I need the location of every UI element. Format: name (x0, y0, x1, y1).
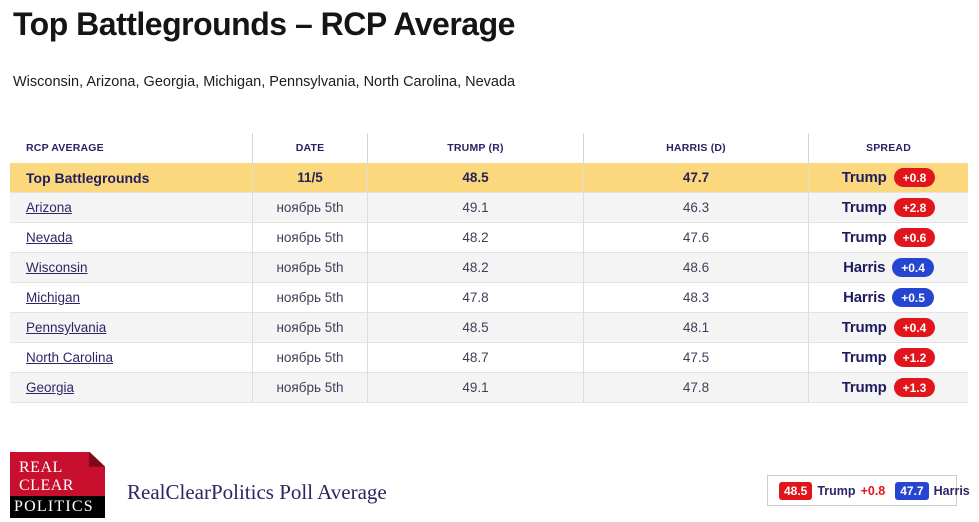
harris-value: 48.1 (583, 313, 808, 342)
legend-trump-margin: +0.8 (860, 483, 886, 498)
spread-leader: Trump (841, 349, 887, 366)
state-link-pennsylvania[interactable]: Pennsylvania (26, 320, 107, 335)
harris-value: 47.8 (583, 373, 808, 402)
spread-margin-badge: +1.2 (893, 348, 936, 367)
harris-value: 46.3 (583, 193, 808, 222)
spread-leader: Trump (841, 319, 887, 336)
column-header-date: DATE (252, 133, 367, 163)
column-header-rcp-average: RCP AVERAGE (26, 142, 104, 154)
rcp-logo: REAL CLEAR POLITICS (10, 452, 105, 518)
trump-value: 48.5 (367, 313, 583, 342)
date-cell: ноябрь 5th (252, 283, 367, 312)
page-subtitle: Wisconsin, Arizona, Georgia, Michigan, P… (13, 74, 516, 90)
date-cell: ноябрь 5th (252, 253, 367, 282)
harris-value: 47.5 (583, 343, 808, 372)
trump-value: 48.7 (367, 343, 583, 372)
date-cell: 11/5 (252, 163, 367, 192)
spread-leader: Harris (843, 259, 886, 276)
trump-value: 48.2 (367, 253, 583, 282)
table-row-arizona: Arizona ноябрь 5th 49.1 46.3 Trump +2.8 (10, 193, 968, 223)
rcp-logo-black-band: POLITICS (10, 496, 105, 518)
trump-value: 48.2 (367, 223, 583, 252)
harris-value: 47.6 (583, 223, 808, 252)
rcp-logo-text-real: REAL (19, 459, 63, 476)
table-row-wisconsin: Wisconsin ноябрь 5th 48.2 48.6 Harris +0… (10, 253, 968, 283)
column-header-trump: TRUMP (R) (367, 133, 583, 163)
spread-cell: Trump +0.8 (808, 163, 968, 192)
rcp-logo-text-clear: CLEAR (19, 477, 74, 494)
table-row-pennsylvania: Pennsylvania ноябрь 5th 48.5 48.1 Trump … (10, 313, 968, 343)
date-cell: ноябрь 5th (252, 373, 367, 402)
date-cell: ноябрь 5th (252, 313, 367, 342)
date-cell: ноябрь 5th (252, 223, 367, 252)
spread-leader: Trump (841, 379, 887, 396)
spread-cell: Harris +0.4 (808, 253, 968, 282)
trump-value: 48.5 (367, 163, 583, 192)
footer-tagline: RealClearPolitics Poll Average (127, 480, 387, 504)
state-link-michigan[interactable]: Michigan (26, 290, 81, 305)
spread-cell: Trump +1.3 (808, 373, 968, 402)
date-cell: ноябрь 5th (252, 343, 367, 372)
state-link-georgia[interactable]: Georgia (26, 380, 75, 395)
table-row-north-carolina: North Carolina ноябрь 5th 48.7 47.5 Trum… (10, 343, 968, 373)
trump-value: 49.1 (367, 193, 583, 222)
spread-margin-badge: +0.8 (893, 168, 936, 187)
rcp-logo-corner-fold (89, 452, 105, 467)
table-row-georgia: Georgia ноябрь 5th 49.1 47.8 Trump +1.3 (10, 373, 968, 403)
spread-cell: Trump +2.8 (808, 193, 968, 222)
trump-value: 47.8 (367, 283, 583, 312)
spread-leader: Trump (841, 229, 887, 246)
spread-margin-badge: +1.3 (893, 378, 936, 397)
trump-value: 49.1 (367, 373, 583, 402)
table-header-row: RCP AVERAGE DATE TRUMP (R) HARRIS (D) SP… (10, 133, 968, 163)
table-row-michigan: Michigan ноябрь 5th 47.8 48.3 Harris +0.… (10, 283, 968, 313)
spread-leader: Harris (843, 289, 886, 306)
column-header-harris: HARRIS (D) (583, 133, 808, 163)
spread-leader: Trump (841, 169, 887, 186)
legend-harris-value-badge: 47.7 (895, 481, 929, 500)
column-header-spread: SPREAD (808, 133, 968, 163)
spread-cell: Trump +0.4 (808, 313, 968, 342)
harris-value: 47.7 (583, 163, 808, 192)
spread-margin-badge: +0.4 (893, 318, 936, 337)
state-link-nevada[interactable]: Nevada (26, 230, 73, 245)
spread-cell: Trump +0.6 (808, 223, 968, 252)
spread-leader: Trump (841, 199, 887, 216)
state-link-arizona[interactable]: Arizona (26, 200, 72, 215)
legend-trump-label: Trump (817, 483, 856, 498)
table-row-nevada: Nevada ноябрь 5th 48.2 47.6 Trump +0.6 (10, 223, 968, 253)
legend-box: 48.5 Trump +0.8 47.7 Harris (767, 475, 970, 506)
state-link-north-carolina[interactable]: North Carolina (26, 350, 114, 365)
harris-value: 48.6 (583, 253, 808, 282)
rcp-logo-text-politics: POLITICS (14, 498, 94, 515)
spread-margin-badge: +0.6 (893, 228, 936, 247)
harris-value: 48.3 (583, 283, 808, 312)
poll-average-table: RCP AVERAGE DATE TRUMP (R) HARRIS (D) SP… (10, 133, 968, 403)
row-label: Top Battlegrounds (26, 169, 150, 186)
table-row-top-battlegrounds: Top Battlegrounds 11/5 48.5 47.7 Trump +… (10, 163, 968, 193)
legend-harris-label: Harris (933, 483, 970, 498)
spread-margin-badge: +2.8 (893, 198, 936, 217)
page-title: Top Battlegrounds – RCP Average (13, 6, 515, 42)
state-link-wisconsin[interactable]: Wisconsin (26, 260, 88, 275)
spread-margin-badge: +0.5 (892, 288, 934, 307)
spread-cell: Trump +1.2 (808, 343, 968, 372)
spread-margin-badge: +0.4 (892, 258, 934, 277)
spread-cell: Harris +0.5 (808, 283, 968, 312)
date-cell: ноябрь 5th (252, 193, 367, 222)
legend-trump-value-badge: 48.5 (779, 481, 813, 500)
